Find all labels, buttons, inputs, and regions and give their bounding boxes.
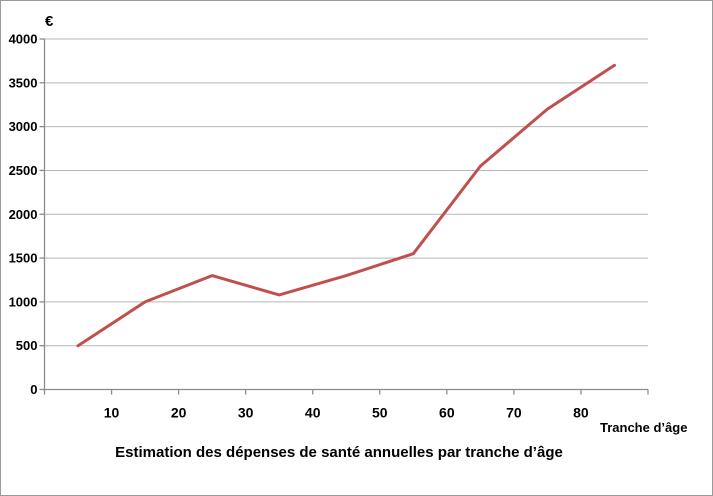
x-tick-label: 50 [372, 405, 388, 421]
y-tick-label: 1500 [9, 251, 38, 266]
x-tick-label: 10 [104, 405, 120, 421]
y-tick-label: 4000 [9, 32, 38, 47]
x-tick-label: 70 [506, 405, 522, 421]
x-tick-label: 20 [171, 405, 187, 421]
data-series-line [76, 63, 616, 348]
y-tick-label: 3000 [9, 119, 38, 134]
x-tick-label: 40 [305, 405, 321, 421]
y-tick-label: 2000 [9, 207, 38, 222]
chart-title: Estimation des dépenses de santé annuell… [115, 444, 563, 461]
x-tick-label: 60 [439, 405, 455, 421]
x-tick-label: 30 [238, 405, 254, 421]
x-axis-title: Tranche d’âge [600, 420, 688, 435]
y-tick-label: 0 [30, 382, 37, 397]
x-tick-label: 80 [573, 405, 589, 421]
y-tick-label: 1000 [9, 294, 38, 309]
y-tick-label: 2500 [9, 163, 38, 178]
y-tick-label: 500 [16, 338, 38, 353]
y-axis-title: € [45, 13, 54, 30]
y-tick-label: 3500 [9, 75, 38, 90]
